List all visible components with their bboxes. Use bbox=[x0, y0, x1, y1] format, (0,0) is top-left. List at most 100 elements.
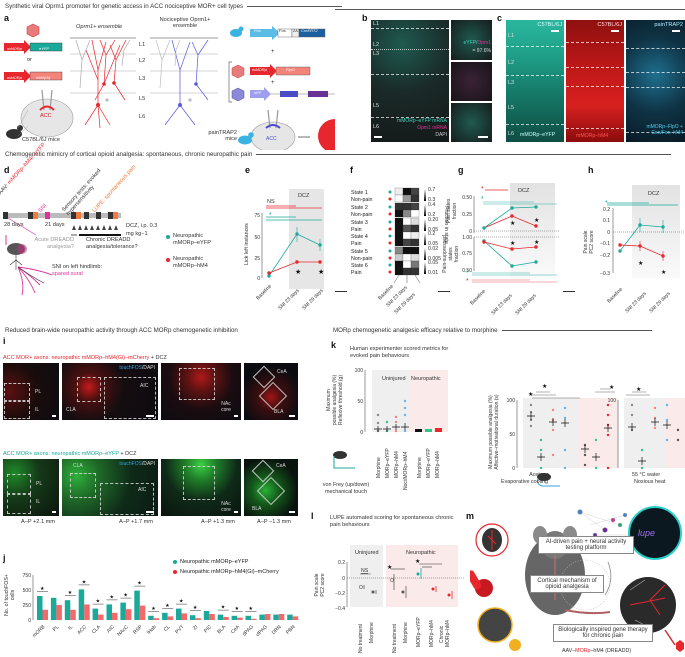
svg-text:0.2: 0.2 bbox=[603, 207, 610, 213]
category-label: NAcC bbox=[116, 624, 130, 638]
dcz-injection-markers bbox=[72, 225, 118, 230]
svg-text:★: ★ bbox=[638, 260, 643, 267]
layer-label: L3 bbox=[139, 76, 146, 82]
bar-hm4 bbox=[292, 616, 299, 620]
bar-eyfp bbox=[120, 602, 126, 620]
bar-eyfp bbox=[134, 590, 140, 620]
nerve-diagram bbox=[17, 266, 53, 296]
chart-l-pc2-score: Uninjured Neuropathic 0.2 0 −0.2 −0.4 Pain … bbox=[314, 545, 465, 653]
neuron-icon bbox=[620, 577, 676, 633]
micrograph-b-main: L1 L2 L3 L5 L6 mMORp–eYFP mRNA Opm1 mRNA… bbox=[371, 20, 449, 142]
svg-text:+: + bbox=[271, 80, 275, 86]
region-label: PL bbox=[35, 389, 42, 395]
region-label: NAc core bbox=[221, 501, 231, 513]
layer-label: L1 bbox=[508, 33, 515, 39]
column-title: painTRAP2 bbox=[654, 22, 683, 28]
vonfrey-mouse-icon bbox=[333, 451, 355, 469]
svg-text:500: 500 bbox=[23, 588, 32, 594]
svg-text:★: ★ bbox=[82, 579, 87, 585]
bar-hm4 bbox=[56, 605, 62, 620]
section-title-text: Chemogenetic mimicry of cortical opioid … bbox=[5, 151, 253, 158]
section-title-text: Synthetic viral Oprm1 promoter for genet… bbox=[5, 3, 244, 10]
bar-eyfp bbox=[64, 600, 71, 620]
colorbar-tick: 0.20 bbox=[428, 217, 439, 223]
svg-text:Morphine: Morphine bbox=[417, 457, 423, 478]
column-caption: mMORp–hM4 bbox=[576, 133, 609, 139]
layer-label: L3 bbox=[508, 80, 515, 86]
chart-g-state-fractions: * DCZ * 0.50 0.25 0 1.00 0.75 0.50 Pain stat… bbox=[442, 183, 560, 316]
virus-icon bbox=[676, 640, 684, 652]
bar-eyfp bbox=[287, 614, 293, 620]
venn-opm1 bbox=[318, 119, 335, 150]
svg-text:★: ★ bbox=[193, 605, 198, 611]
bar-eyfp bbox=[231, 615, 238, 620]
category-label: ACC bbox=[76, 624, 88, 636]
virus-icon bbox=[231, 64, 245, 79]
section-title-text: MORp chemogenetic analgesic efficacy rel… bbox=[333, 327, 498, 334]
panel-label-h: h bbox=[588, 165, 594, 175]
svg-text:Affective–motivational duratio: Affective–motivational duration (s) bbox=[494, 394, 500, 470]
svg-text:PC2 score: PC2 score bbox=[589, 230, 595, 254]
gene-label: FlpO bbox=[286, 67, 295, 72]
svg-text:O: O bbox=[390, 578, 394, 584]
micrograph-i-cla-aic-eyfp: touchFOS/DAPI CLA AIC bbox=[62, 459, 158, 516]
svg-text:MORp–hM4: MORp–hM4 bbox=[445, 620, 451, 647]
svg-text:*: * bbox=[269, 212, 272, 219]
layer-label: L2 bbox=[508, 60, 515, 66]
category-label: PL bbox=[52, 624, 61, 633]
ap-coordinate: A–P +1.3 mm bbox=[201, 519, 235, 525]
bar-hm4 bbox=[84, 604, 90, 620]
scale-bar bbox=[289, 415, 295, 417]
region-label: BLA bbox=[274, 409, 284, 415]
nerve-closeup-icon bbox=[477, 607, 513, 643]
svg-text:75: 75 bbox=[254, 213, 260, 219]
paintrap-mouse-icon bbox=[238, 132, 254, 145]
dcz-dose-label: DCZ, i.p. 0.3 mg kg−1 bbox=[126, 223, 158, 237]
bar-eyfp bbox=[78, 589, 85, 620]
column-caption: mMORp–FlpO + Con/Fon–hM4 bbox=[646, 124, 683, 136]
layer-label: L1 bbox=[373, 21, 380, 27]
heat-dots bbox=[628, 403, 680, 470]
panel-label-a: a bbox=[4, 13, 10, 23]
layer-label: L2 bbox=[139, 58, 146, 64]
category-label: PVT bbox=[174, 624, 185, 635]
bar-hm4 bbox=[237, 617, 243, 620]
legend-j-hm4: Neuropathic mMORp–hM4(Gi)–mCherry bbox=[173, 569, 279, 575]
panel-d-timeline bbox=[3, 212, 170, 296]
svg-text:★: ★ bbox=[387, 564, 392, 571]
svg-text:50: 50 bbox=[509, 432, 515, 438]
test-acetone-label: Acetone bbox=[524, 472, 554, 479]
bar-pairs: ★ ★ ★ ★ ★ ★ ★ ★ ★ ★ ★ ★ ★ ★ bbox=[37, 579, 299, 620]
chart-k-analgesia: Uninjured Neuropathic 100 50 0 Maximum pos… bbox=[326, 368, 685, 490]
stain-label: touchFOS/DAPI bbox=[119, 461, 155, 467]
row2-title-main: ACC MOR+ axons: neuropathic mMORp–eYFP bbox=[3, 451, 119, 457]
micrograph-i-pl-il-hm4: PL IL bbox=[3, 363, 59, 420]
scale-bar bbox=[478, 136, 488, 138]
svg-text:★: ★ bbox=[110, 594, 115, 600]
svg-text:0: 0 bbox=[257, 276, 260, 282]
scale-bar bbox=[234, 511, 238, 513]
bar-eyfp bbox=[245, 615, 251, 620]
colorbar-tick: 0.02 bbox=[428, 246, 439, 252]
category-label: PBN bbox=[285, 624, 297, 636]
lupe-logo-text: lupe bbox=[638, 528, 655, 538]
svg-text:SNI 29 days: SNI 29 days bbox=[301, 288, 325, 312]
svg-text:SNI 23 days: SNI 23 days bbox=[277, 288, 301, 312]
stain-label: touchFOS/DAPI bbox=[119, 365, 155, 371]
acetone-dots bbox=[527, 403, 612, 470]
category-label: CeA bbox=[230, 624, 242, 636]
region-label: BLA bbox=[252, 506, 262, 512]
svg-text:+: + bbox=[271, 49, 275, 55]
category-label: ZI bbox=[192, 624, 199, 631]
micrograph-b-inset-opm1 bbox=[451, 62, 492, 101]
aav-footer: AAV–MORp–hM4 (DREADD) bbox=[562, 648, 631, 654]
scale-bar bbox=[374, 136, 382, 138]
svg-text:−0.4: −0.4 bbox=[335, 606, 345, 612]
acc-label: ACC bbox=[266, 136, 277, 142]
row1-title: ACC MOR+ axons: neuropathic mMORp–hM4(Gi… bbox=[3, 355, 167, 361]
pill-icon bbox=[470, 570, 493, 597]
scale-bar bbox=[52, 511, 56, 513]
colorbar-tick: 0.05 bbox=[428, 227, 439, 233]
